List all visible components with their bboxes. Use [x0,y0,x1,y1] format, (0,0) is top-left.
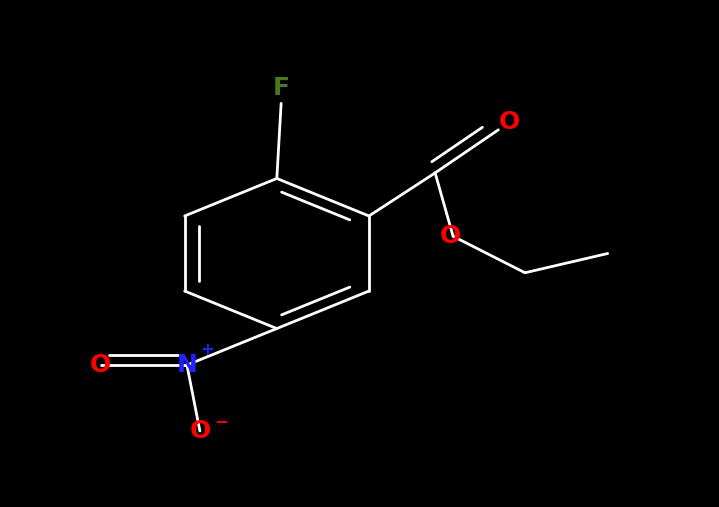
Text: −: − [214,412,229,430]
Text: O: O [189,419,211,443]
Text: +: + [200,341,214,359]
Text: N: N [176,353,198,377]
Text: F: F [273,76,290,100]
Text: O: O [439,224,461,248]
Text: O: O [90,353,111,377]
Text: O: O [498,110,520,134]
